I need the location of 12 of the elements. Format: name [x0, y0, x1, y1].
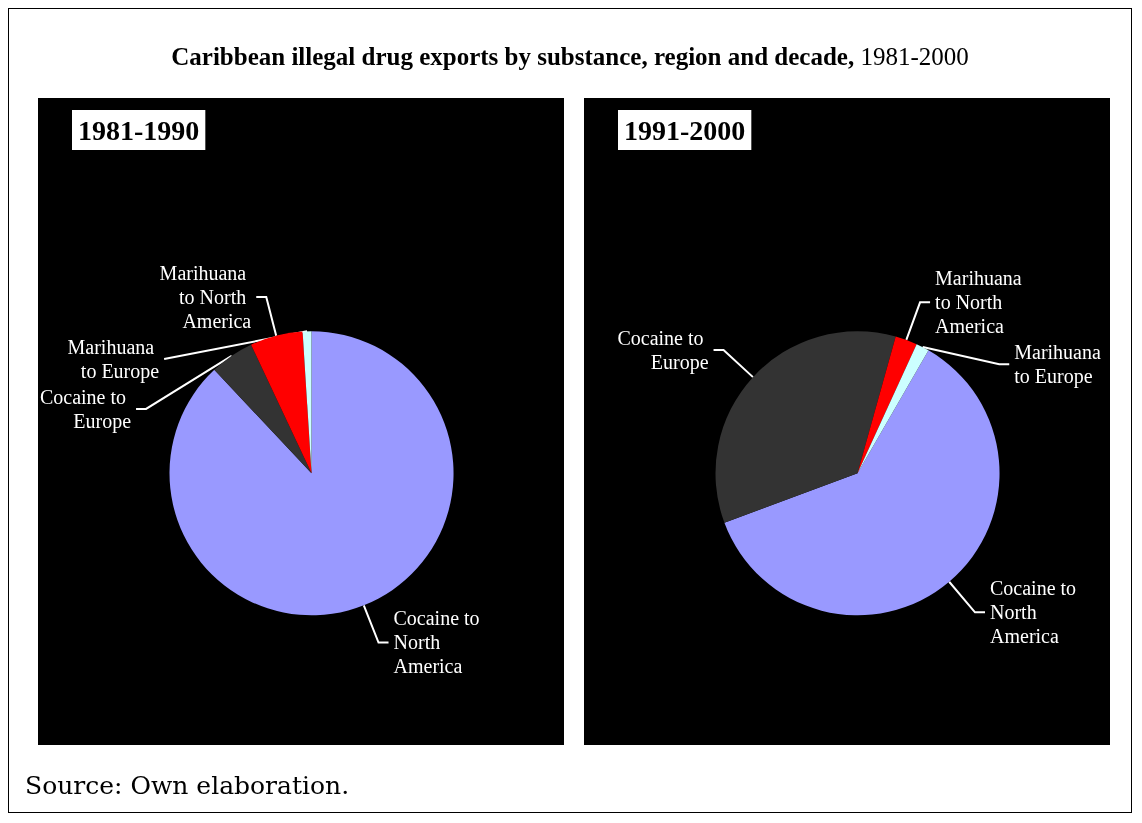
slice-label: Cocaine to Europe: [39, 385, 132, 433]
text: Caribbean illegal drug exports by substance, region and decade, 1981-2000: [170, 43, 970, 71]
slice-label: Marihuana to Europe: [67, 335, 160, 383]
chart-subtitle: 1981-1990: [78, 114, 200, 146]
chart-subtitle: 1991-2000: [624, 114, 746, 146]
slice-label: Cocaine to Europe: [617, 327, 709, 375]
slice-label: Cocaine to North America: [990, 577, 1082, 648]
slice-label: Marihuana to Europe: [1014, 341, 1106, 389]
slice-label: Cocaine to North America: [393, 607, 485, 678]
source-note: Source: Own elaboration.: [25, 771, 350, 800]
slice-label: Marihuana to North America: [935, 267, 1027, 338]
slice-label: Marihuana to North America: [159, 261, 252, 332]
